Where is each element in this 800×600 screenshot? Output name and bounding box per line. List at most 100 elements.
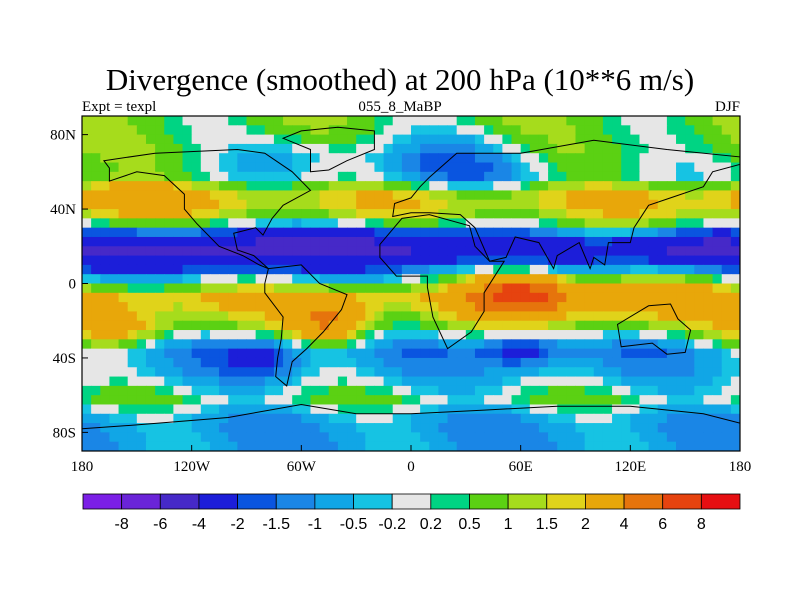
field-cell (538, 218, 549, 229)
field-cell (584, 274, 595, 284)
field-cell (730, 153, 741, 164)
field-cell (420, 367, 430, 378)
field-cell (347, 227, 357, 238)
field-cell (429, 441, 439, 452)
field-cell (219, 367, 229, 378)
field-cell (456, 190, 467, 201)
field-cell (337, 413, 348, 424)
field-cell (383, 171, 394, 182)
field-cell (493, 357, 503, 368)
field-cell (374, 171, 385, 182)
field-cell (621, 227, 631, 238)
field-cell (356, 199, 366, 210)
field-cell (438, 441, 449, 452)
field-cell (456, 153, 467, 164)
field-cell (493, 153, 503, 164)
field-cell (557, 199, 567, 210)
field-cell (529, 246, 540, 257)
field-cell (484, 116, 494, 126)
field-cell (493, 181, 503, 191)
field-cell (730, 404, 741, 415)
field-cell (374, 292, 385, 303)
field-cell (292, 292, 302, 303)
field-cell (447, 376, 458, 387)
field-cell (283, 404, 293, 415)
field-cell (374, 367, 385, 378)
field-cell (529, 162, 540, 173)
field-cell (127, 283, 138, 294)
field-cell (411, 423, 421, 433)
field-cell (164, 292, 174, 303)
field-cell (328, 134, 339, 145)
field-cell (292, 311, 302, 322)
field-cell (356, 153, 366, 164)
field-cell (712, 423, 723, 433)
field-cell (575, 162, 586, 173)
field-cell (200, 171, 211, 182)
field-cell (219, 283, 229, 294)
field-cell (264, 199, 275, 210)
field-cell (676, 190, 686, 201)
coastline-eurasia (392, 139, 741, 271)
field-cell (639, 125, 650, 136)
field-cell (228, 227, 238, 238)
field-cell (301, 255, 311, 266)
field-cell (292, 283, 302, 294)
field-cell (465, 339, 476, 350)
field-cell (676, 339, 686, 350)
field-cell (191, 274, 202, 284)
field-cell (456, 330, 467, 340)
field-cell (456, 134, 467, 145)
field-cell (557, 330, 567, 340)
field-cell (246, 236, 257, 247)
field-cell (209, 395, 220, 405)
field-cell (666, 395, 677, 405)
field-cell (127, 376, 138, 387)
colorbar-label: -2 (230, 516, 244, 533)
field-cell (356, 274, 366, 284)
field-cell (502, 302, 513, 312)
field-cell (255, 218, 266, 229)
field-cell (356, 404, 366, 415)
field-cell (328, 413, 339, 424)
field-cell (593, 153, 604, 164)
field-cell (639, 199, 650, 210)
field-cell (347, 264, 357, 275)
field-cell (721, 236, 732, 247)
field-cell (584, 283, 595, 294)
field-cell (145, 125, 156, 136)
field-cell (118, 441, 129, 452)
field-cell (374, 264, 385, 275)
field-cell (82, 385, 92, 396)
field-cell (173, 413, 184, 424)
field-cell (127, 255, 138, 266)
field-cell (411, 348, 421, 359)
field-cell (91, 181, 101, 191)
field-cell (91, 292, 101, 303)
field-cell (310, 348, 321, 359)
field-cell (219, 116, 229, 126)
field-cell (557, 320, 567, 331)
field-cell (109, 246, 120, 257)
field-cell (602, 116, 613, 126)
field-cell (730, 283, 741, 294)
field-cell (474, 423, 485, 433)
field-cell (191, 404, 202, 415)
field-cell (676, 311, 686, 322)
field-cell (593, 432, 604, 443)
field-cell (621, 330, 631, 340)
field-cell (447, 441, 458, 452)
field-cell (685, 395, 695, 405)
field-cell (383, 292, 394, 303)
field-cell (703, 413, 714, 424)
field-cell (730, 348, 741, 359)
field-cell (575, 423, 586, 433)
field-cell (191, 143, 202, 154)
field-cell (630, 190, 640, 201)
field-cell (255, 283, 266, 294)
field-cell (621, 199, 631, 210)
field-cell (676, 171, 686, 182)
field-cell (401, 413, 412, 424)
field-cell (155, 134, 165, 145)
field-cell (584, 311, 595, 322)
